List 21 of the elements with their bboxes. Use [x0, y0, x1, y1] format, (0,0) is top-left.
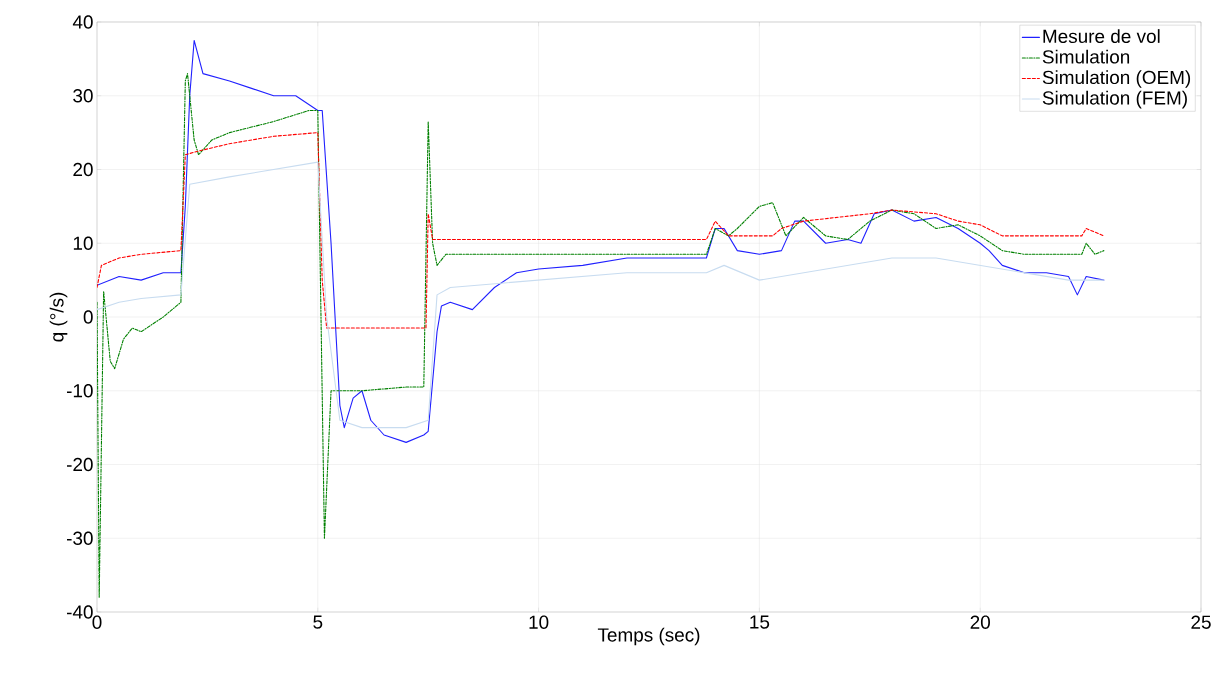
y-tick-label: 30: [73, 89, 93, 103]
y-axis-title: q (°/s): [49, 292, 68, 342]
legend-label: Simulation (FEM): [1042, 90, 1187, 109]
y-tick-label: -30: [66, 531, 93, 545]
x-tick-label: 15: [750, 615, 770, 629]
x-tick-label: 25: [1191, 615, 1211, 629]
y-tick-label: -40: [66, 605, 93, 619]
y-tick-label: -20: [66, 457, 93, 472]
x-axis-title: Temps (sec): [597, 627, 700, 646]
y-tick-label: -10: [66, 384, 93, 398]
legend-label: Mesure de vol: [1043, 29, 1160, 44]
x-tick-label: 10: [529, 615, 549, 629]
y-tick-label: 20: [73, 162, 93, 177]
legend-label: Simulation (OEM): [1042, 70, 1191, 88]
y-tick-label: 40: [72, 15, 93, 29]
y-tick-label: 0: [83, 310, 93, 324]
legend-label: Simulation: [1042, 49, 1130, 64]
y-tick-label: 10: [73, 236, 93, 250]
x-tick-label: 0: [92, 615, 102, 629]
x-tick-label: 5: [313, 615, 323, 629]
x-tick-label: 20: [970, 615, 990, 629]
